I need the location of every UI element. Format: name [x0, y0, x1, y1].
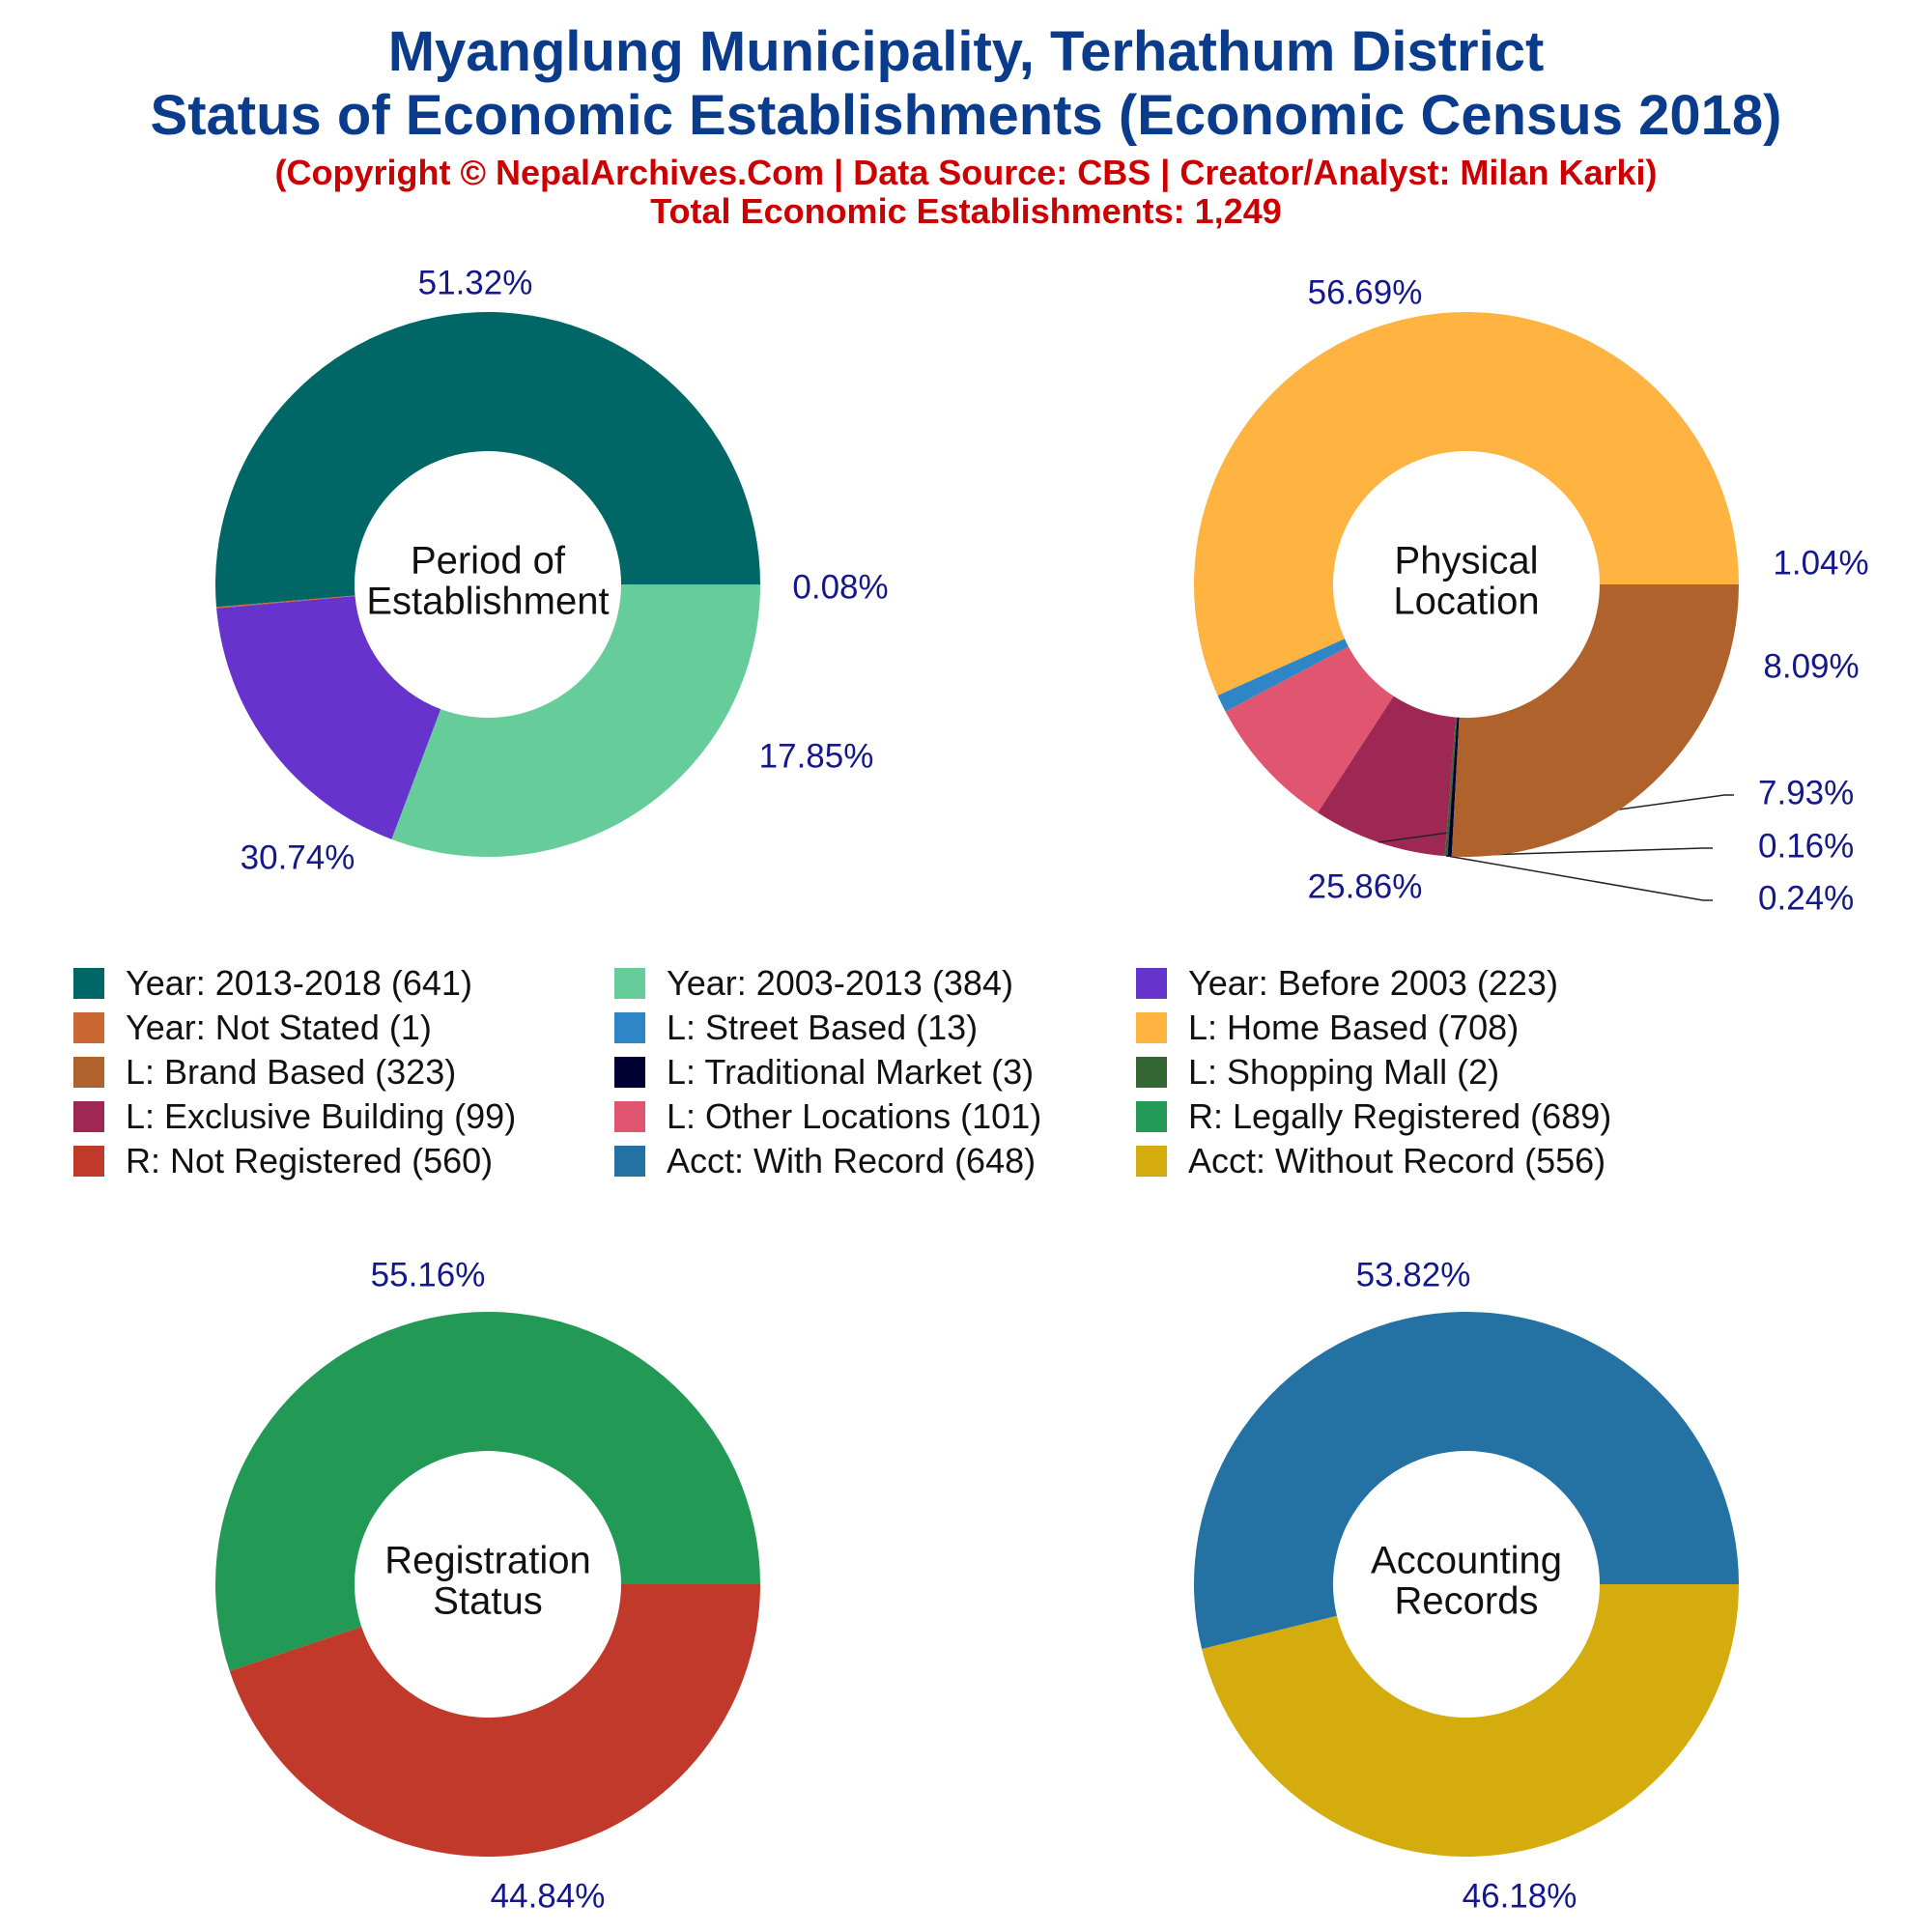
legend-label: Year: 2003-2013 (384) — [667, 963, 1013, 1003]
legend-item: Acct: With Record (648) — [614, 1139, 1136, 1183]
slice-percent-label: 53.82% — [1356, 1256, 1471, 1293]
donut-slice — [215, 595, 355, 609]
donut-slice — [216, 596, 441, 839]
legend-label: L: Brand Based (323) — [126, 1052, 457, 1092]
legend-item: L: Traditional Market (3) — [614, 1050, 1136, 1094]
donut-slice — [1193, 1311, 1739, 1650]
donut-center-label: Records — [1395, 1580, 1539, 1623]
slice-percent-label: 30.74% — [241, 838, 355, 876]
legend-item: Year: Not Stated (1) — [73, 1006, 614, 1050]
legend-swatch — [73, 1012, 104, 1043]
legend-label: L: Street Based (13) — [667, 1008, 979, 1047]
donut-slice — [391, 584, 760, 857]
donut-slice — [1451, 584, 1739, 857]
legend-swatch — [614, 1146, 645, 1177]
legend-item: Year: Before 2003 (223) — [1136, 961, 1812, 1006]
legend-label: L: Exclusive Building (99) — [126, 1096, 517, 1136]
donut-center-label: Establishment — [366, 581, 609, 623]
legend-label: Year: Before 2003 (223) — [1188, 963, 1558, 1003]
chart-title-line2: Status of Economic Establishments (Econo… — [150, 84, 1782, 147]
chart-title-line1: Myanglung Municipality, Terhathum Distri… — [387, 20, 1545, 83]
legend-label: Acct: Without Record (556) — [1188, 1141, 1606, 1180]
legend-swatch — [1136, 1101, 1167, 1132]
donut-slice — [1318, 696, 1457, 857]
slice-percent-label: 0.16% — [1758, 827, 1854, 865]
legend-label: Year: 2013-2018 (641) — [126, 963, 472, 1003]
legend-swatch — [1136, 968, 1167, 999]
donut-chart: 56.69% 1.04% 8.09% 7.93% 0.16% 0.24% 25.86% Phy… — [1193, 273, 1869, 917]
legend-label: L: Home Based (708) — [1188, 1008, 1520, 1047]
slice-percent-label: 46.18% — [1463, 1877, 1577, 1915]
slice-percent-label: 44.84% — [491, 1877, 606, 1915]
donut-slice — [1217, 639, 1349, 712]
slice-percent-label: 56.69% — [1308, 273, 1423, 311]
slice-percent-label: 55.16% — [371, 1256, 486, 1293]
donut-chart: 51.32% 0.08% 17.85% 30.74% Period ofEstablis… — [214, 264, 889, 876]
donut-center-label: Accounting — [1371, 1540, 1562, 1582]
legend-item: R: Not Registered (560) — [73, 1139, 614, 1183]
legend-swatch — [1136, 1146, 1167, 1177]
leader-line — [1449, 855, 1713, 901]
legend-swatch — [1136, 1057, 1167, 1088]
legend-item: L: Other Locations (101) — [614, 1094, 1136, 1139]
legend-swatch — [73, 1146, 104, 1177]
donut-slice — [1202, 1584, 1739, 1857]
slice-percent-label: 1.04% — [1773, 544, 1868, 582]
legend-item: L: Street Based (13) — [614, 1006, 1136, 1050]
legend-swatch — [73, 1057, 104, 1088]
legend-swatch — [614, 968, 645, 999]
legend-item: Acct: Without Record (556) — [1136, 1139, 1812, 1183]
donut-slice — [229, 1584, 761, 1857]
donut-center-label: Registration — [384, 1540, 590, 1582]
legend-label: L: Traditional Market (3) — [667, 1052, 1035, 1092]
chart-subtitle-total: Total Economic Establishments: 1,249 — [650, 191, 1282, 231]
legend-item: Year: 2013-2018 (641) — [73, 961, 614, 1006]
legend-swatch — [614, 1101, 645, 1132]
donut-slice — [214, 1312, 760, 1671]
legend-swatch — [1136, 1012, 1167, 1043]
slice-percent-label: 0.08% — [792, 568, 888, 606]
donut-slice — [214, 311, 760, 608]
slice-percent-label: 17.85% — [759, 737, 874, 775]
chart-legend: Year: 2013-2018 (641) Year: 2003-2013 (38… — [73, 961, 1870, 1183]
donut-slice — [1225, 646, 1394, 813]
legend-item: Year: 2003-2013 (384) — [614, 961, 1136, 1006]
legend-item: L: Shopping Mall (2) — [1136, 1050, 1812, 1094]
legend-swatch — [614, 1057, 645, 1088]
legend-label: Year: Not Stated (1) — [126, 1008, 432, 1047]
legend-label: Acct: With Record (648) — [667, 1141, 1037, 1180]
legend-label: R: Not Registered (560) — [126, 1141, 494, 1180]
donut-center-label: Period of — [411, 540, 566, 582]
donut-slice — [1447, 717, 1460, 857]
leader-line — [1446, 847, 1713, 857]
slice-percent-label: 8.09% — [1763, 647, 1859, 685]
slice-percent-label: 7.93% — [1758, 774, 1854, 811]
legend-label: L: Shopping Mall (2) — [1188, 1052, 1500, 1092]
donut-slice — [1444, 717, 1458, 857]
legend-item: L: Brand Based (323) — [73, 1050, 614, 1094]
slice-percent-label: 51.32% — [418, 264, 533, 301]
legend-item: L: Exclusive Building (99) — [73, 1094, 614, 1139]
legend-item: L: Home Based (708) — [1136, 1006, 1812, 1050]
legend-label: R: Legally Registered (689) — [1188, 1096, 1612, 1136]
slice-percent-label: 25.86% — [1308, 867, 1423, 905]
donut-center-label: Location — [1393, 581, 1539, 623]
legend-label: L: Other Locations (101) — [667, 1096, 1042, 1136]
legend-item: R: Legally Registered (689) — [1136, 1094, 1812, 1139]
slice-percent-label: 0.24% — [1758, 879, 1854, 917]
donut-center-label: Status — [433, 1580, 542, 1623]
chart-subtitle-copyright: (Copyright © NepalArchives.Com | Data So… — [274, 153, 1658, 192]
legend-swatch — [73, 1101, 104, 1132]
legend-swatch — [73, 968, 104, 999]
legend-swatch — [614, 1012, 645, 1043]
donut-center-label: Physical — [1395, 540, 1539, 582]
donut-slice — [1193, 311, 1739, 696]
